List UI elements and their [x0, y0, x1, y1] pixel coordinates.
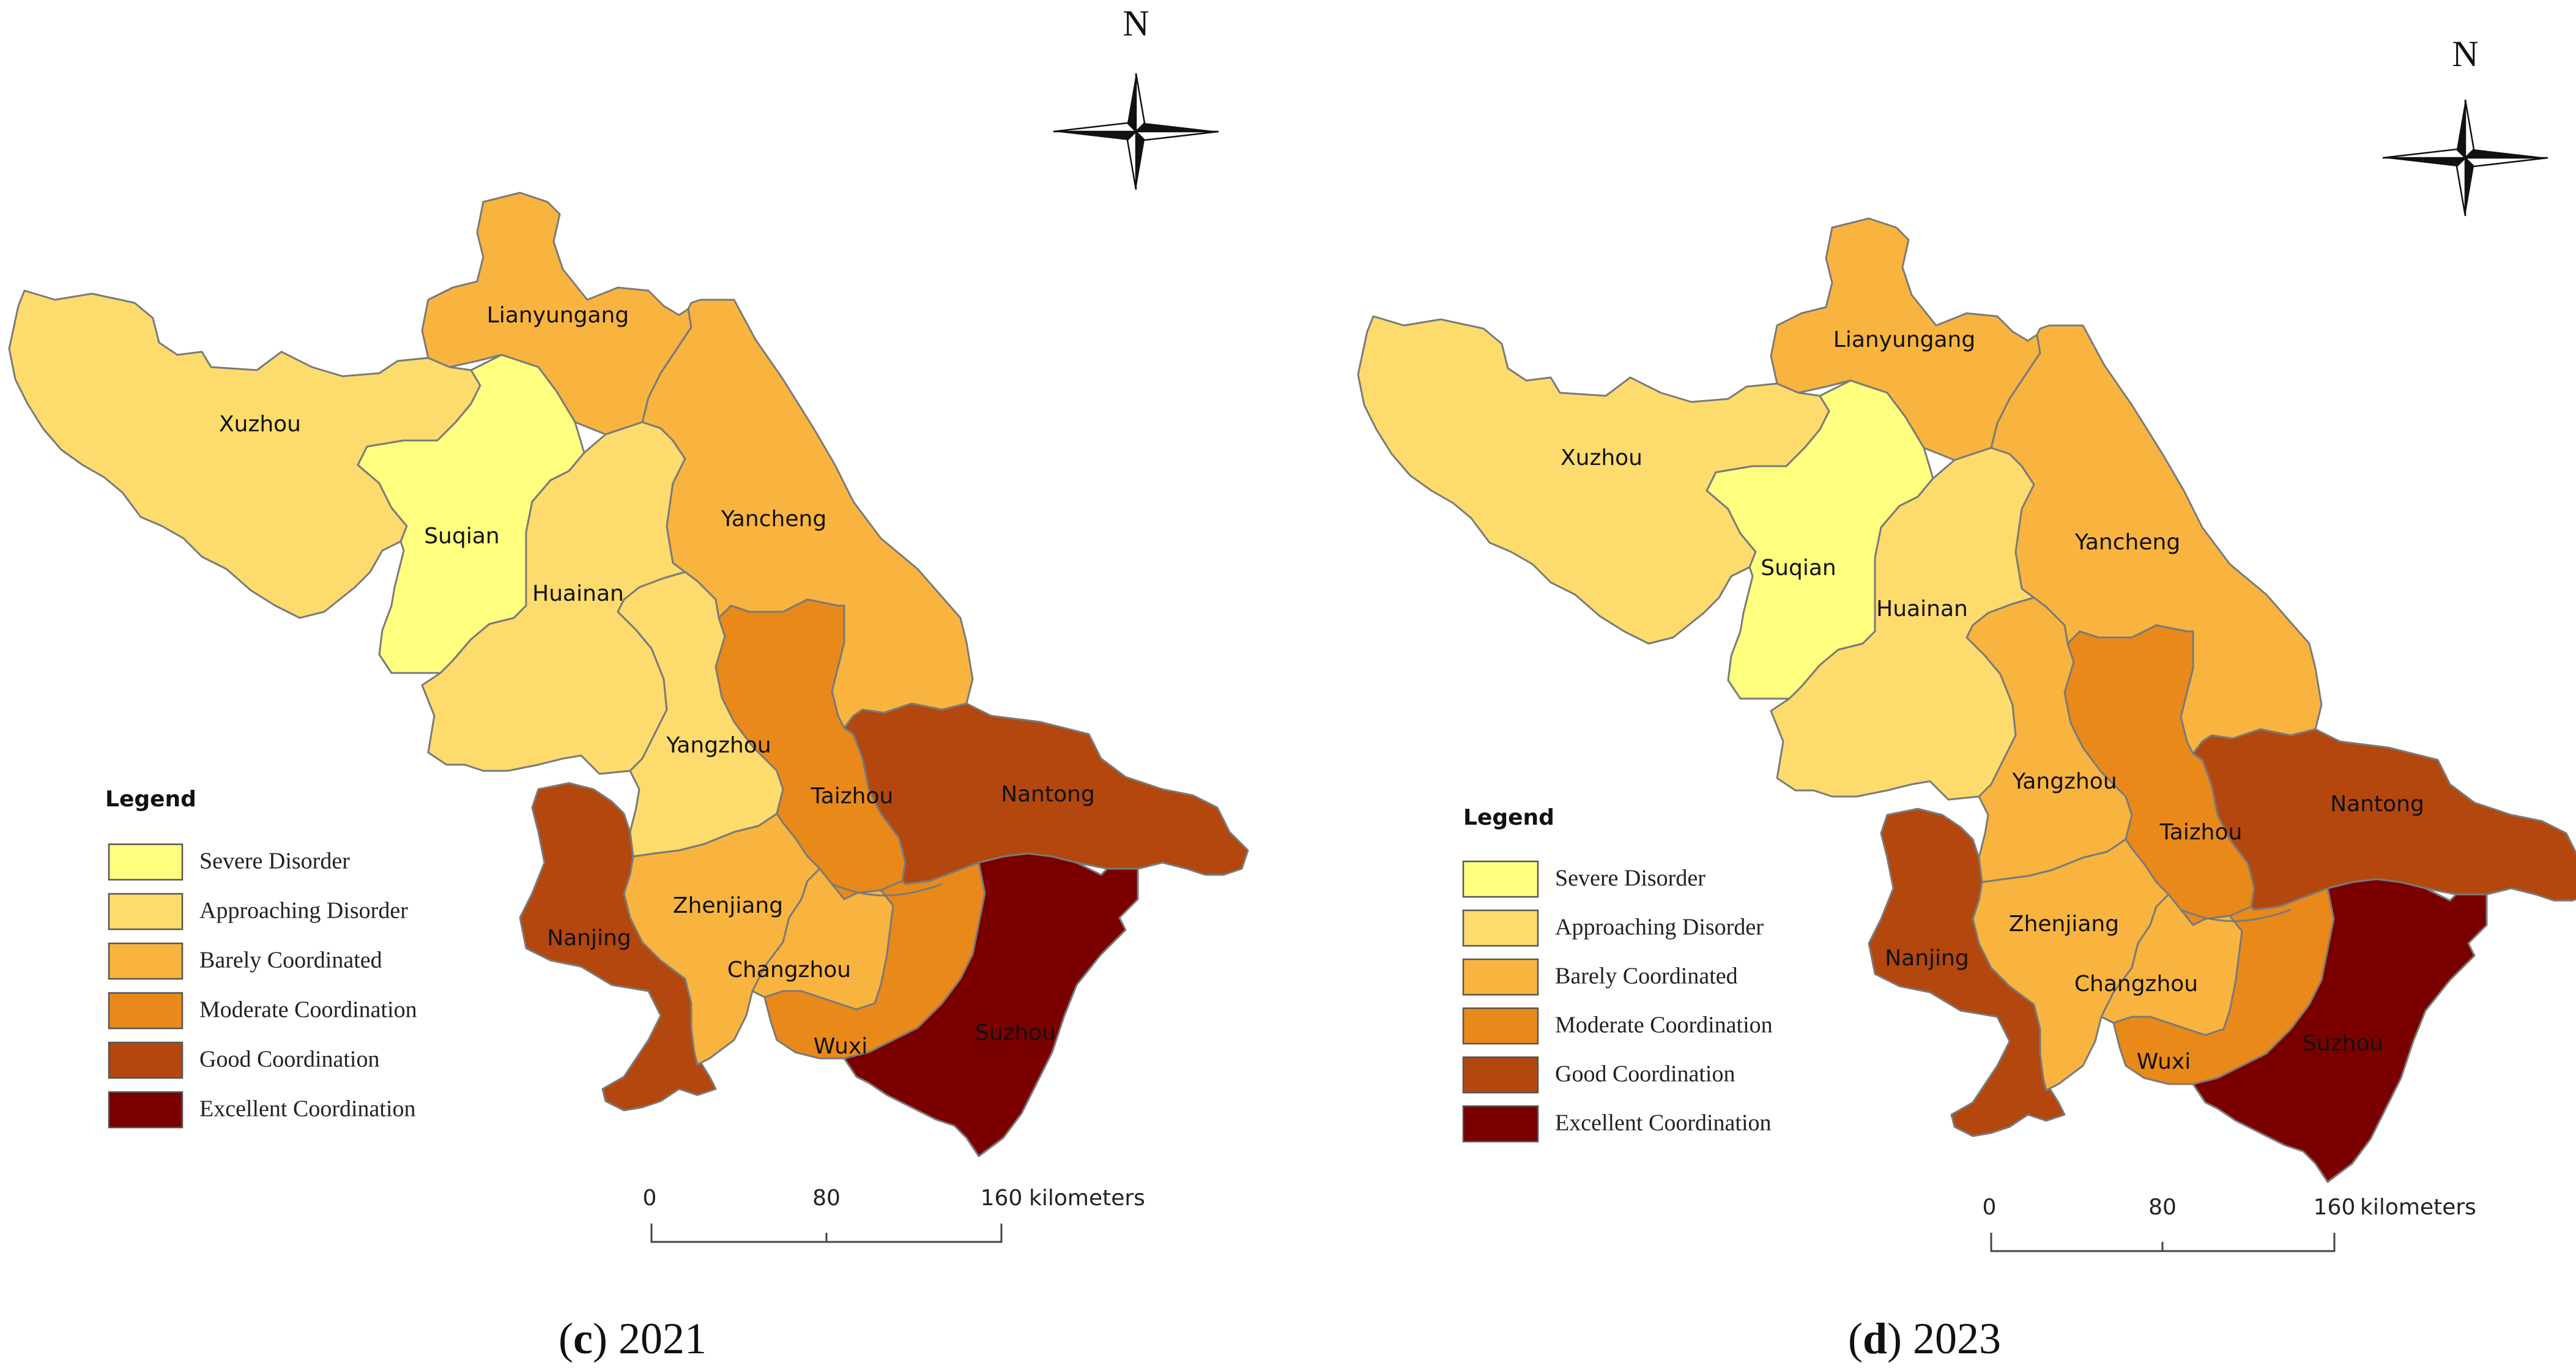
city-label-taizhou: Taizhou	[811, 784, 894, 809]
scale-bar: 0 80 160 kilometers	[1983, 1195, 2476, 1252]
city-label-taizhou: Taizhou	[2159, 820, 2243, 845]
city-label-nanjing: Nanjing	[547, 926, 631, 951]
legend-title: Legend	[105, 787, 196, 812]
city-label-yancheng: Yancheng	[2074, 530, 2180, 555]
legend-swatch-severe-disorder	[108, 843, 184, 881]
scale-tick-80: 80	[2148, 1195, 2177, 1220]
legend-label-barely-coordinated: Barely Coordinated	[1555, 964, 1738, 989]
north-arrow-icon	[1052, 72, 1220, 191]
legend-label-approaching-disorder: Approaching Disorder	[199, 898, 408, 924]
city-label-huainan: Huainan	[1876, 596, 1968, 622]
city-label-lianyungang: Lianyungang	[1833, 327, 1975, 352]
region-suzhou	[2192, 878, 2488, 1183]
legend-label-moderate-coordination: Moderate Coordination	[1555, 1012, 1773, 1038]
scale-bar-line	[650, 1224, 1003, 1243]
scale-tick-0: 0	[643, 1186, 657, 1211]
legend-label-severe-disorder: Severe Disorder	[199, 849, 350, 874]
legend-swatch-good-coordination	[108, 1041, 184, 1079]
legend-swatch-moderate-coordination	[1462, 1007, 1539, 1045]
city-label-changzhou: Changzhou	[2074, 972, 2198, 997]
city-label-wuxi: Wuxi	[814, 1034, 867, 1059]
legend-label-moderate-coordination: Moderate Coordination	[199, 997, 417, 1023]
region-nantong	[843, 702, 1249, 885]
legend-label-excellent-coordination: Excellent Coordination	[199, 1096, 416, 1122]
city-labels: Xuzhou Lianyungang Suqian Huainan Yanche…	[219, 303, 1095, 1059]
legend-swatch-moderate-coordination	[108, 992, 184, 1030]
caption-year: 2023	[1913, 1314, 2001, 1363]
city-label-yancheng: Yancheng	[721, 507, 826, 532]
legend-swatch-excellent-coordination	[108, 1091, 184, 1129]
city-label-yangzhou: Yangzhou	[2011, 769, 2117, 794]
yangtze-river-line	[831, 883, 943, 897]
scale-tick-160: 160	[2314, 1195, 2356, 1220]
north-arrow: N	[1052, 3, 1220, 191]
city-label-nantong: Nantong	[1001, 782, 1095, 807]
legend-swatch-barely-coordinated	[108, 942, 184, 980]
legend-swatch-barely-coordinated	[1462, 958, 1539, 996]
city-label-suqian: Suqian	[424, 524, 499, 549]
jiangsu-map	[1357, 217, 2576, 1183]
city-label-suzhou: Suzhou	[2303, 1031, 2383, 1056]
city-label-lianyungang: Lianyungang	[487, 303, 629, 328]
city-label-suqian: Suqian	[1761, 555, 1836, 581]
map-panel-2023: Xuzhou Lianyungang Suqian Huainan Yanche…	[1357, 34, 2576, 1363]
legend-label-good-coordination: Good Coordination	[199, 1047, 379, 1072]
north-arrow-letter: N	[1123, 3, 1149, 43]
legend-label-excellent-coordination: Excellent Coordination	[1555, 1110, 1772, 1136]
legend-swatch-excellent-coordination	[1462, 1105, 1539, 1143]
city-labels: Xuzhou Lianyungang Suqian Huainan Yanche…	[1561, 327, 2424, 1074]
scale-tick-160: 160	[981, 1186, 1023, 1211]
jiangsu-map	[8, 191, 1249, 1157]
legend-swatch-good-coordination	[1462, 1056, 1539, 1094]
north-arrow: N	[2381, 34, 2549, 217]
legend-label-barely-coordinated: Barely Coordinated	[199, 948, 382, 973]
north-arrow-icon	[2381, 98, 2549, 217]
city-label-huainan: Huainan	[532, 581, 624, 606]
scale-bar: 0 80 160 kilometers	[643, 1186, 1145, 1243]
city-label-xuzhou: Xuzhou	[1561, 445, 1642, 470]
legend-title: Legend	[1463, 805, 1554, 830]
legend-label-approaching-disorder: Approaching Disorder	[1555, 915, 1764, 940]
city-label-suzhou: Suzhou	[975, 1020, 1056, 1046]
city-label-wuxi: Wuxi	[2137, 1049, 2191, 1074]
region-nantong	[2192, 728, 2576, 911]
scale-unit: kilometers	[1029, 1186, 1145, 1211]
legend: Legend Severe Disorder Approaching Disord…	[105, 787, 417, 1129]
city-label-zhenjiang: Zhenjiang	[2009, 912, 2119, 937]
legend-label-good-coordination: Good Coordination	[1555, 1061, 1735, 1087]
city-label-yangzhou: Yangzhou	[666, 733, 771, 758]
scale-unit: kilometers	[2360, 1195, 2476, 1220]
city-label-changzhou: Changzhou	[727, 957, 851, 983]
scale-tick-80: 80	[812, 1186, 841, 1211]
legend-swatch-approaching-disorder	[1462, 909, 1539, 947]
legend-swatch-approaching-disorder	[108, 893, 184, 931]
city-label-zhenjiang: Zhenjiang	[673, 893, 783, 918]
legend-label-severe-disorder: Severe Disorder	[1555, 866, 1706, 891]
caption-year: 2021	[618, 1314, 707, 1363]
panel-caption-d: (d) 2023	[1848, 1314, 2001, 1363]
legend-swatch-severe-disorder	[1462, 860, 1539, 898]
city-label-xuzhou: Xuzhou	[219, 412, 301, 437]
caption-letter: c	[573, 1314, 593, 1363]
scale-bar-line	[1990, 1233, 2336, 1252]
panel-caption-c: (c) 2021	[559, 1314, 707, 1363]
city-label-nanjing: Nanjing	[1885, 946, 1969, 971]
city-label-nantong: Nantong	[2330, 792, 2424, 817]
north-arrow-letter: N	[2452, 34, 2478, 74]
yangtze-river-line	[2180, 908, 2292, 923]
legend: Legend Severe Disorder Approaching Disord…	[1462, 805, 1773, 1143]
caption-letter: d	[1863, 1314, 1887, 1363]
scale-tick-0: 0	[1983, 1195, 1997, 1220]
region-suzhou	[843, 852, 1139, 1157]
map-panel-2021: Xuzhou Lianyungang Suqian Huainan Yanche…	[8, 3, 1249, 1363]
